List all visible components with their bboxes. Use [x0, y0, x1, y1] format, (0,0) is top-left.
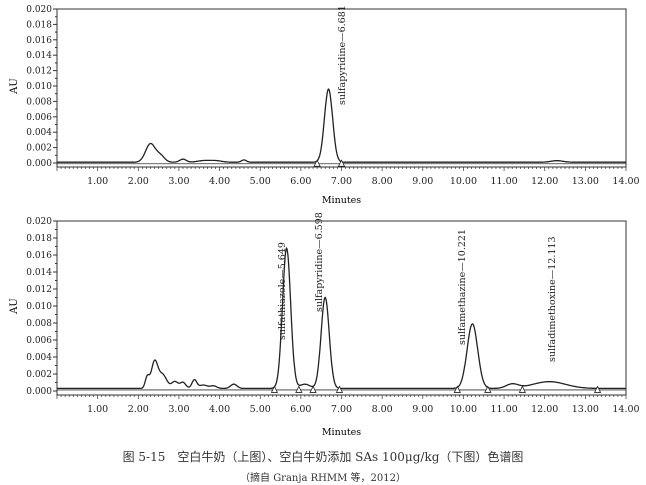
x-axis-label: Minutes: [322, 195, 361, 206]
y-tick-label: 0.014: [26, 51, 52, 61]
y-tick-label: 0.004: [26, 128, 52, 138]
integration-marker: [484, 385, 492, 393]
x-tick-label: 6.00: [290, 404, 311, 415]
x-tick-label: 14.00: [612, 404, 639, 415]
integration-marker: [295, 385, 303, 393]
y-tick-label: 0.006: [26, 336, 52, 346]
x-tick-label: 12.00: [531, 404, 558, 415]
x-tick-label: 11.00: [490, 176, 517, 187]
y-tick-label: 0.010: [26, 302, 52, 312]
y-tick-label: 0.016: [26, 251, 52, 261]
y-tick-label: 0.014: [26, 268, 52, 278]
y-tick-label: 0.002: [26, 144, 52, 154]
y-tick-label: 0.010: [26, 82, 52, 92]
y-tick-label: 0.020: [26, 217, 52, 227]
y-tick-label: 0.020: [26, 5, 52, 15]
integration-marker: [518, 385, 527, 393]
peak-label: sulfapyridine—6.598: [314, 212, 325, 312]
x-axis-label: Minutes: [322, 427, 361, 438]
x-tick-label: 13.00: [572, 404, 599, 415]
integration-marker: [313, 159, 321, 167]
y-tick-label: 0.004: [26, 353, 52, 363]
x-tick-label: 8.00: [372, 176, 393, 187]
x-tick-label: 5.00: [250, 176, 271, 187]
x-tick-label: 3.00: [168, 404, 189, 415]
x-tick-label: 10.00: [450, 176, 477, 187]
y-tick-label: 0.012: [26, 285, 52, 295]
figure-caption: 图 5-15 空白牛奶（上图）、空白牛奶添加 SAs 100μg/kg（下图）色…: [122, 450, 524, 464]
y-axis-label: AU: [9, 298, 20, 315]
y-tick-label: 0.000: [26, 387, 52, 397]
y-tick-label: 0.008: [26, 97, 52, 107]
figure-source: （摘自 Granja RHMM 等，2012）: [240, 473, 406, 484]
x-tick-label: 9.00: [412, 176, 433, 187]
x-tick-label: 13.00: [572, 176, 599, 187]
x-tick-label: 11.00: [490, 404, 517, 415]
x-tick-label: 3.00: [168, 176, 189, 187]
plot-frame: [56, 220, 627, 396]
y-axis-label: AU: [9, 78, 20, 95]
x-tick-label: 1.00: [87, 176, 108, 187]
x-tick-label: 1.00: [87, 404, 108, 415]
x-tick-label: 7.00: [331, 176, 352, 187]
peak-label: sulfadimethoxine—12.113: [547, 237, 558, 363]
integration-marker: [335, 385, 344, 393]
integration-marker: [270, 385, 279, 393]
x-tick-label: 4.00: [209, 404, 230, 415]
chromatogram-trace: [57, 246, 626, 390]
x-tick-label: 4.00: [209, 176, 230, 187]
y-tick-label: 0.012: [26, 67, 52, 77]
x-tick-label: 14.00: [612, 176, 639, 187]
chart-panel-2: 0.000 0.002 0.004 0.006 0.008 0.010 0.012 0.014…: [9, 212, 640, 438]
y-tick-label: 0.018: [26, 20, 52, 30]
integration-marker: [309, 385, 317, 393]
x-tick-label: 6.00: [290, 176, 311, 187]
y-tick-label: 0.016: [26, 36, 52, 46]
peak-label: sulfathiazole—5.649: [277, 242, 288, 340]
integration-marker: [337, 159, 346, 167]
x-tick-label: 7.00: [331, 404, 352, 415]
y-tick-label: 0.000: [26, 159, 52, 169]
y-tick-label: 0.008: [26, 319, 52, 329]
integration-marker: [453, 385, 461, 393]
x-tick-label: 10.00: [450, 404, 477, 415]
x-tick-label: 5.00: [250, 404, 271, 415]
x-tick-label: 2.00: [128, 176, 149, 187]
chart-panel-1: 0.000 0.002 0.004 0.006 0.008 0.010 0.012 0.014…: [9, 5, 640, 206]
x-tick-label: 9.00: [412, 404, 433, 415]
y-tick-label: 0.018: [26, 234, 52, 244]
peak-label: sulfamethazine—10.221: [457, 229, 468, 345]
x-tick-label: 12.00: [531, 176, 558, 187]
y-tick-label: 0.006: [26, 113, 52, 123]
x-tick-label: 8.00: [372, 404, 393, 415]
integration-marker: [593, 385, 602, 393]
peak-label: sulfapyridine—6.681: [337, 5, 348, 105]
y-tick-label: 0.002: [26, 370, 52, 380]
x-tick-label: 2.00: [128, 404, 149, 415]
